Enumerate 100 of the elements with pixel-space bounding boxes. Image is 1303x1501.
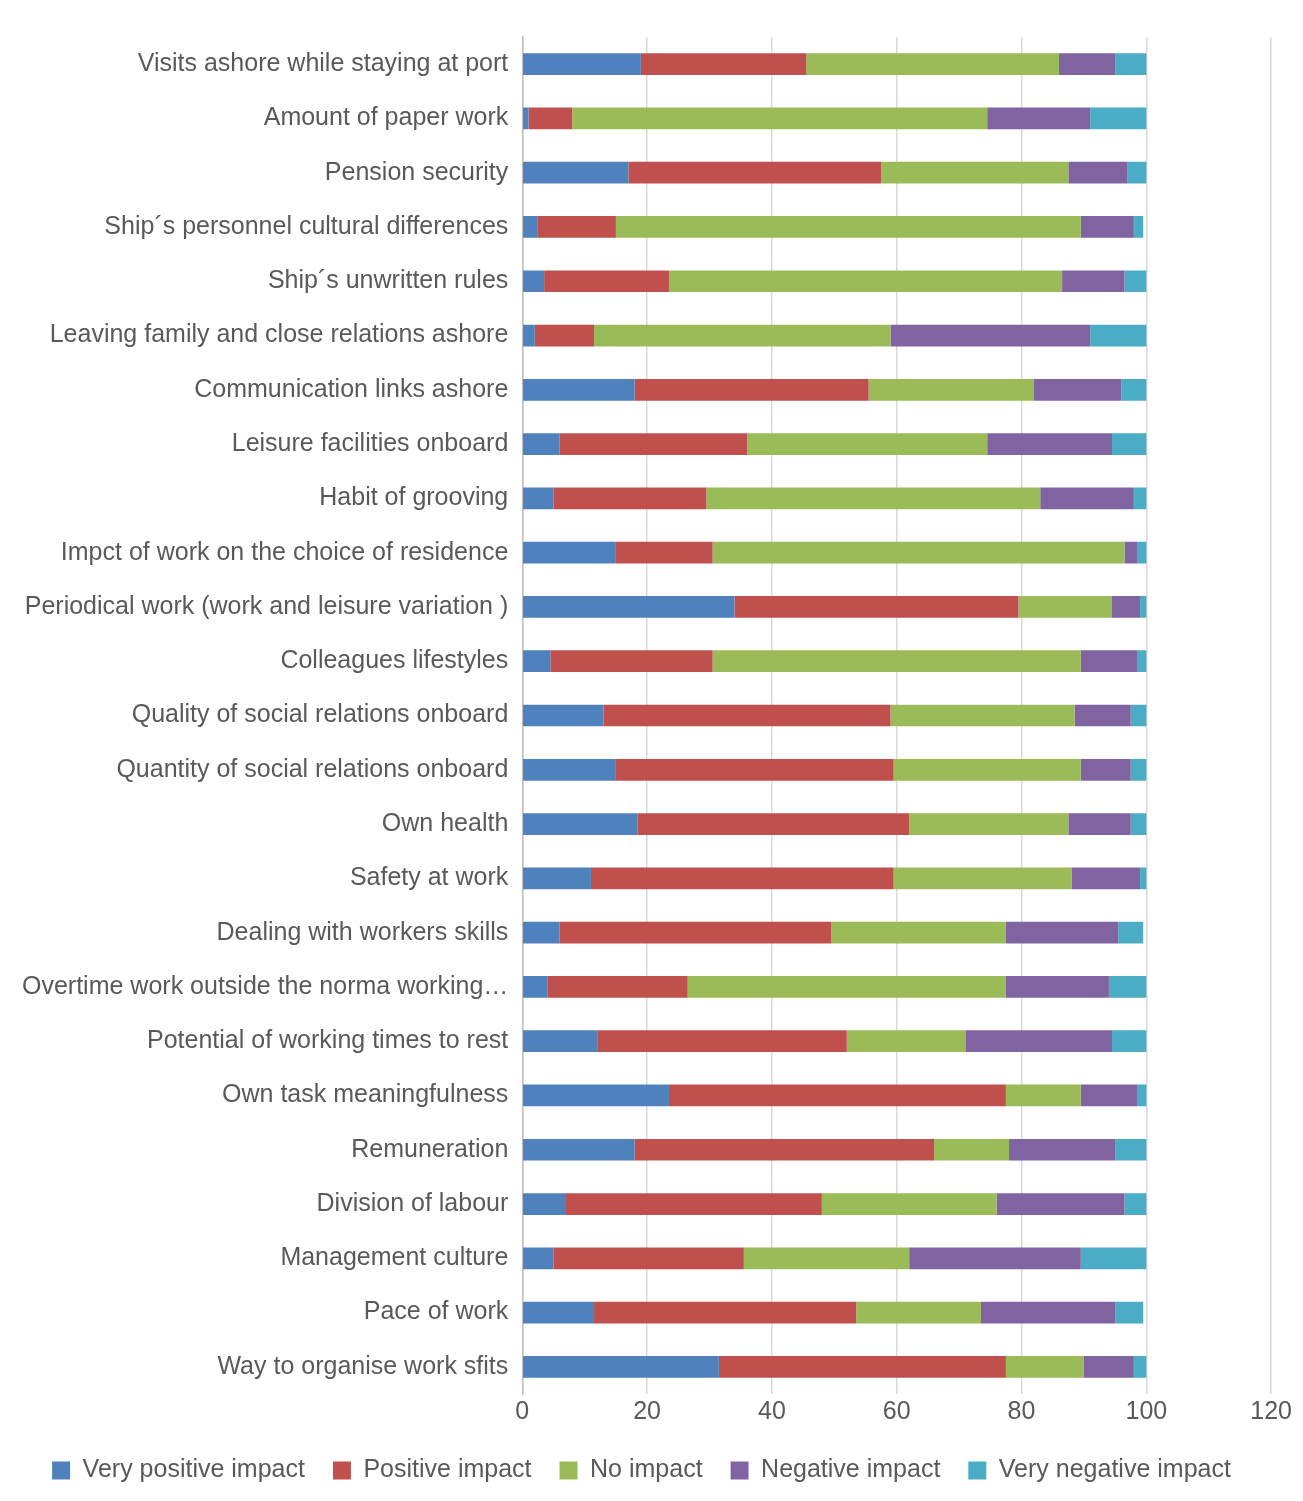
bar — [523, 324, 535, 347]
bar — [1108, 976, 1147, 998]
bar — [1130, 704, 1147, 727]
bar — [1080, 216, 1134, 238]
bar — [637, 813, 910, 835]
bar — [559, 921, 832, 944]
y-tick-label: Communication links ashore — [194, 373, 509, 402]
bar — [890, 704, 1075, 727]
bar — [1080, 650, 1137, 673]
bar — [1130, 758, 1147, 781]
bar — [523, 921, 560, 944]
bar — [1080, 1084, 1137, 1107]
x-tick-label: 40 — [758, 1395, 786, 1424]
bar — [1005, 1084, 1081, 1107]
bar — [1133, 1356, 1147, 1378]
bar — [1112, 1030, 1147, 1053]
bar — [1136, 541, 1147, 564]
bar — [831, 921, 1006, 944]
bar — [603, 704, 891, 727]
bar — [1071, 867, 1141, 890]
bar — [687, 976, 1006, 998]
y-tick-label: Overtime work outside the norma working… — [21, 970, 509, 999]
bar — [523, 813, 638, 835]
y-tick-label: Pace of work — [363, 1296, 509, 1325]
bar — [1034, 378, 1122, 401]
x-tick-label: 80 — [1007, 1395, 1036, 1424]
bar — [628, 161, 882, 184]
bar — [523, 270, 545, 293]
bar — [868, 378, 1035, 401]
bar — [893, 758, 1081, 781]
bar — [523, 161, 629, 184]
bar — [734, 596, 1019, 618]
bar — [893, 867, 1072, 890]
bar — [553, 1247, 744, 1270]
bar — [668, 1084, 1006, 1107]
bar — [615, 758, 894, 781]
bar — [1127, 161, 1147, 184]
bar — [547, 976, 688, 998]
legend-label: Very negative impact — [998, 1454, 1231, 1483]
bar — [523, 1138, 635, 1161]
legend-label: No impact — [590, 1454, 703, 1483]
y-tick-label: Own task meaningfulness — [222, 1079, 509, 1108]
bar — [1136, 1084, 1147, 1107]
bar — [534, 324, 595, 347]
y-tick-label: Division of labour — [316, 1187, 509, 1216]
bar — [1118, 921, 1144, 944]
x-tick-label: 100 — [1125, 1395, 1168, 1424]
y-tick-label: Habit of grooving — [319, 482, 509, 511]
bar — [1083, 1356, 1134, 1378]
y-tick-label: Management culture — [280, 1242, 509, 1271]
bar — [743, 1247, 910, 1270]
bar — [718, 1356, 1006, 1378]
x-tick-label: 120 — [1250, 1395, 1292, 1424]
y-tick-label: Ship´s unwritten rules — [267, 265, 509, 294]
bar — [881, 161, 1069, 184]
bar — [1090, 324, 1147, 347]
bar — [523, 487, 554, 510]
bar — [523, 704, 604, 727]
bar — [597, 1030, 847, 1053]
bar — [523, 1356, 719, 1378]
bar — [806, 53, 1059, 75]
bar — [987, 107, 1091, 130]
bar — [523, 976, 548, 998]
bar — [1124, 270, 1147, 293]
y-tick-label: Quality of social relations onboard — [131, 699, 509, 728]
y-tick-label: Visits ashore while staying at port — [137, 48, 509, 77]
bar — [1121, 378, 1147, 401]
y-tick-label: Colleagues lifestyles — [280, 645, 509, 674]
bar — [1068, 813, 1131, 835]
bar — [615, 541, 713, 564]
bar — [668, 270, 1063, 293]
bar — [544, 270, 669, 293]
bar — [1005, 976, 1109, 998]
bar — [523, 867, 591, 890]
bar — [890, 324, 1091, 347]
bar — [523, 433, 560, 455]
bar — [1040, 487, 1134, 510]
legend-label: Negative impact — [761, 1454, 941, 1483]
bar — [1133, 216, 1144, 238]
bar — [640, 53, 807, 75]
bar — [634, 1138, 935, 1161]
bar — [996, 1193, 1125, 1215]
bar — [987, 433, 1113, 455]
bar — [523, 1084, 669, 1107]
y-tick-label: Dealing with workers skills — [216, 916, 509, 945]
bar — [909, 1247, 1081, 1270]
y-tick-label: Amount of paper work — [263, 102, 509, 131]
y-tick-label: Periodical work (work and leisure variation ) — [24, 590, 509, 619]
bar — [550, 650, 713, 673]
bar — [909, 813, 1069, 835]
y-tick-label: Leaving family and close relations ashore — [49, 319, 509, 348]
bar — [1140, 867, 1147, 890]
bar — [712, 650, 1081, 673]
bar — [537, 216, 616, 238]
bar — [1080, 758, 1131, 781]
bar — [1124, 541, 1137, 564]
bar — [553, 487, 707, 510]
bar — [523, 1247, 554, 1270]
bar — [1062, 270, 1125, 293]
bar — [634, 378, 869, 401]
